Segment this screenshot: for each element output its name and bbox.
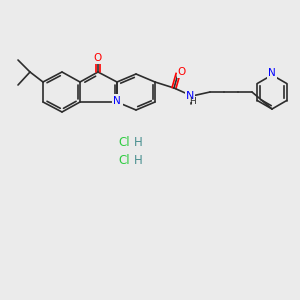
Text: N: N [186, 91, 194, 101]
Text: N: N [113, 96, 121, 106]
Text: N: N [114, 95, 122, 105]
Text: N: N [268, 68, 276, 78]
Text: O: O [178, 67, 186, 77]
Text: H: H [190, 98, 196, 106]
Text: O: O [94, 53, 102, 63]
Text: Cl: Cl [118, 154, 130, 166]
Text: H: H [134, 136, 143, 148]
Text: H: H [134, 154, 143, 166]
Text: Cl: Cl [118, 136, 130, 148]
